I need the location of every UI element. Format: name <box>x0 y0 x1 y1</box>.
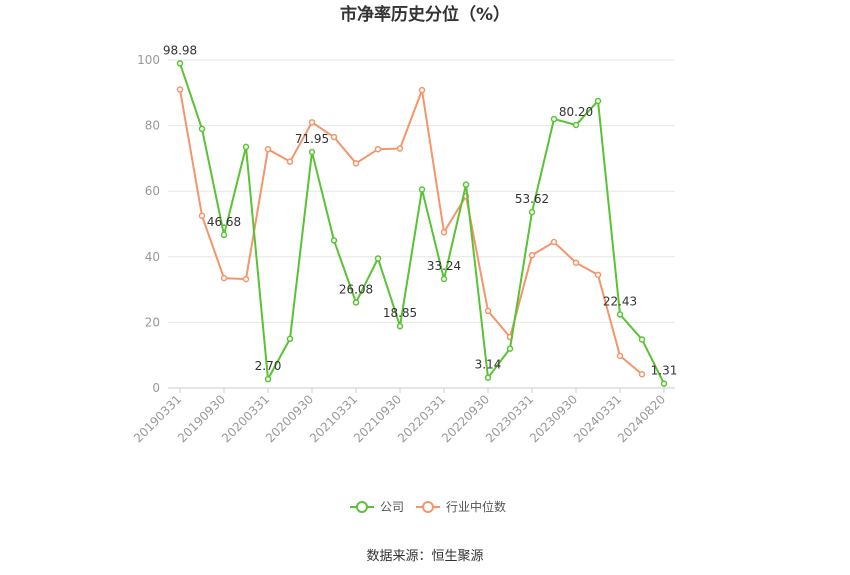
y-tick-label: 0 <box>152 381 160 395</box>
data-point-industry <box>396 145 404 152</box>
y-tick-label: 100 <box>137 53 160 67</box>
data-point-industry <box>638 370 646 378</box>
data-point-industry <box>528 251 536 259</box>
y-tick-label: 20 <box>145 315 160 329</box>
chart-title: 市净率历史分位（%） <box>340 4 510 25</box>
grid <box>168 59 675 389</box>
legend-marker <box>356 501 368 513</box>
data-point-industry <box>330 133 338 141</box>
legend-label: 公司 <box>380 500 404 514</box>
data-label: 80.20 <box>559 105 593 119</box>
y-tick-label: 60 <box>145 184 160 198</box>
data-point-industry <box>264 145 272 153</box>
data-point-company <box>418 186 426 193</box>
data-point-company <box>264 375 272 383</box>
data-label: 98.98 <box>163 43 197 57</box>
data-point-company <box>616 311 624 318</box>
data-point-industry <box>418 86 426 94</box>
legend-item-industry[interactable]: 行业中位数 <box>416 499 506 514</box>
data-point-company <box>352 299 360 306</box>
data-labels: 98.98 46.68 2.70 71.95 26.08 18.85 33.24 3.14 53… <box>163 43 678 377</box>
data-point-industry <box>352 160 360 167</box>
data-label: 22.43 <box>603 294 637 308</box>
legend-label: 行业中位数 <box>446 499 506 514</box>
data-label: 46.68 <box>207 215 241 229</box>
legend[interactable]: 公司 行业中位数 <box>350 499 506 514</box>
data-label: 2.70 <box>255 359 282 373</box>
legend-item-company[interactable]: 公司 <box>350 500 404 514</box>
data-point-company <box>638 336 646 343</box>
data-point-industry <box>440 228 448 236</box>
data-point-company <box>506 345 514 352</box>
data-point-company <box>660 380 668 387</box>
data-point-company <box>176 60 184 67</box>
data-point-company <box>462 181 470 188</box>
data-point-company <box>286 335 294 343</box>
data-point-company <box>220 231 228 239</box>
data-point-industry <box>308 119 316 126</box>
y-tick-label: 80 <box>145 119 160 133</box>
data-label: 26.08 <box>339 282 373 296</box>
data-label: 71.95 <box>295 132 329 146</box>
source-note: 数据来源：恒生聚源 <box>366 549 483 564</box>
data-point-company <box>396 322 404 330</box>
data-label: 1.31 <box>651 364 678 378</box>
data-point-industry <box>484 307 492 315</box>
data-point-company <box>484 374 492 381</box>
data-point-industry <box>220 274 228 282</box>
y-tick-label: 40 <box>145 250 160 264</box>
data-label: 18.85 <box>383 306 417 320</box>
data-point-industry <box>572 259 580 266</box>
data-point-company <box>330 237 338 244</box>
data-point-company <box>308 148 316 156</box>
series-layer <box>176 60 668 387</box>
data-point-company <box>242 143 250 151</box>
data-point-industry <box>594 271 602 279</box>
data-point-industry <box>198 212 206 220</box>
data-point-company <box>440 275 448 283</box>
data-point-company <box>550 115 558 123</box>
data-point-industry <box>242 275 250 283</box>
legend-marker <box>422 501 434 513</box>
data-point-company <box>594 97 602 105</box>
data-point-industry <box>616 352 624 360</box>
data-point-industry <box>374 145 382 153</box>
series-line-industry <box>179 86 643 375</box>
data-label: 33.24 <box>427 259 461 273</box>
data-point-company <box>198 125 206 133</box>
data-label: 3.14 <box>475 358 502 372</box>
data-point-industry <box>550 238 558 246</box>
data-label: 53.62 <box>515 192 549 206</box>
data-point-company <box>374 255 382 262</box>
x-tick-label: 20240820 <box>615 392 668 445</box>
data-point-company <box>572 121 580 129</box>
data-point-industry <box>286 158 294 165</box>
data-point-industry <box>176 86 184 93</box>
data-point-company <box>528 208 536 216</box>
